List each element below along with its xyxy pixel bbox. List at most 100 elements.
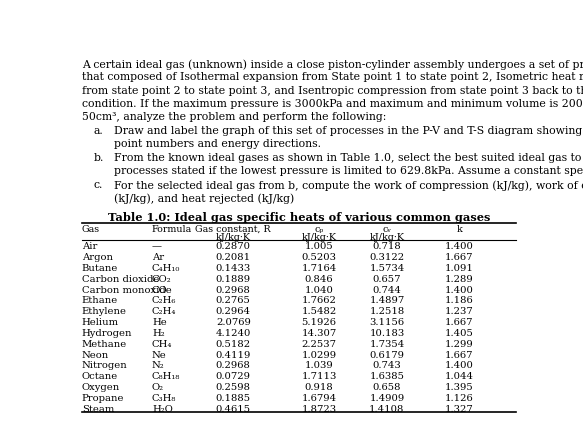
Text: CH₄: CH₄ (152, 340, 173, 349)
Text: 0.2968: 0.2968 (216, 286, 251, 295)
Text: 1.237: 1.237 (445, 307, 473, 316)
Text: 0.1889: 0.1889 (216, 275, 251, 284)
Text: C₈H₁₈: C₈H₁₈ (152, 372, 180, 381)
Text: Propane: Propane (82, 394, 124, 403)
Text: O₂: O₂ (152, 383, 164, 392)
Text: kJ/kg·K: kJ/kg·K (216, 233, 251, 242)
Text: 1.667: 1.667 (445, 253, 473, 262)
Text: 2.2537: 2.2537 (301, 340, 336, 349)
Text: condition. If the maximum pressure is 3000kPa and maximum and minimum volume is : condition. If the maximum pressure is 30… (82, 99, 583, 109)
Text: 0.918: 0.918 (305, 383, 333, 392)
Text: b.: b. (93, 153, 104, 163)
Text: 0.1433: 0.1433 (216, 264, 251, 273)
Text: 1.186: 1.186 (445, 296, 473, 305)
Text: Oxygen: Oxygen (82, 383, 120, 392)
Text: 1.044: 1.044 (445, 372, 473, 381)
Text: 2.0769: 2.0769 (216, 318, 251, 327)
Text: 0.743: 0.743 (373, 361, 401, 371)
Text: 0.5203: 0.5203 (301, 253, 336, 262)
Text: 1.7113: 1.7113 (301, 372, 337, 381)
Text: 0.1885: 0.1885 (216, 394, 251, 403)
Text: C₂H₄: C₂H₄ (152, 307, 176, 316)
Text: k: k (456, 225, 462, 233)
Text: 0.2870: 0.2870 (216, 242, 251, 251)
Text: 1.4897: 1.4897 (369, 296, 405, 305)
Text: a.: a. (93, 126, 103, 136)
Text: 1.400: 1.400 (445, 286, 473, 295)
Text: 1.6385: 1.6385 (370, 372, 405, 381)
Text: (kJ/kg), and heat rejected (kJ/kg): (kJ/kg), and heat rejected (kJ/kg) (114, 193, 294, 204)
Text: 1.327: 1.327 (445, 405, 473, 414)
Text: 0.658: 0.658 (373, 383, 401, 392)
Text: 1.400: 1.400 (445, 361, 473, 371)
Text: 0.4119: 0.4119 (216, 351, 251, 360)
Text: Nitrogen: Nitrogen (82, 361, 128, 371)
Text: Formula: Formula (152, 225, 192, 233)
Text: N₂: N₂ (152, 361, 164, 371)
Text: Neon: Neon (82, 351, 109, 360)
Text: From the known ideal gases as shown in Table 1.0, select the best suited ideal g: From the known ideal gases as shown in T… (114, 153, 583, 163)
Text: 0.0729: 0.0729 (216, 372, 251, 381)
Text: —: — (152, 242, 162, 251)
Text: 0.2765: 0.2765 (216, 296, 251, 305)
Text: 1.667: 1.667 (445, 318, 473, 327)
Text: 14.307: 14.307 (301, 329, 337, 338)
Text: 5.1926: 5.1926 (301, 318, 336, 327)
Text: 1.400: 1.400 (445, 242, 473, 251)
Text: 1.8723: 1.8723 (301, 405, 336, 414)
Text: 0.2081: 0.2081 (216, 253, 251, 262)
Text: C₂H₆: C₂H₆ (152, 296, 176, 305)
Text: 1.5734: 1.5734 (369, 264, 405, 273)
Text: 0.2964: 0.2964 (216, 307, 251, 316)
Text: H₂O: H₂O (152, 405, 173, 414)
Text: 1.299: 1.299 (445, 340, 473, 349)
Text: 0.5182: 0.5182 (216, 340, 251, 349)
Text: Carbon dioxide: Carbon dioxide (82, 275, 159, 284)
Text: cₚ: cₚ (314, 225, 324, 233)
Text: Gas constant, R: Gas constant, R (195, 225, 271, 233)
Text: from state point 2 to state point 3, and Isentropic compression from state point: from state point 2 to state point 3, and… (82, 86, 583, 95)
Text: kJ/kg·K: kJ/kg·K (370, 233, 405, 242)
Text: 0.3122: 0.3122 (370, 253, 405, 262)
Text: 1.667: 1.667 (445, 351, 473, 360)
Text: Argon: Argon (82, 253, 113, 262)
Text: A certain ideal gas (unknown) inside a close piston-cylinder assembly undergoes : A certain ideal gas (unknown) inside a c… (82, 59, 583, 70)
Text: C₄H₁₀: C₄H₁₀ (152, 264, 180, 273)
Text: 1.005: 1.005 (305, 242, 333, 251)
Text: Butane: Butane (82, 264, 118, 273)
Text: processes stated if the lowest pressure is limited to 629.8kPa. Assume a constan: processes stated if the lowest pressure … (114, 166, 583, 176)
Text: c.: c. (93, 180, 103, 190)
Text: Ar: Ar (152, 253, 164, 262)
Text: For the selected ideal gas from b, compute the work of compression (kJ/kg), work: For the selected ideal gas from b, compu… (114, 180, 583, 190)
Text: 1.7354: 1.7354 (369, 340, 405, 349)
Text: point numbers and energy directions.: point numbers and energy directions. (114, 139, 321, 150)
Text: 1.091: 1.091 (445, 264, 473, 273)
Text: Carbon monoxide: Carbon monoxide (82, 286, 171, 295)
Text: C₃H₈: C₃H₈ (152, 394, 176, 403)
Text: Draw and label the graph of this set of processes in the P-V and T-S diagram sho: Draw and label the graph of this set of … (114, 126, 583, 136)
Text: 1.6794: 1.6794 (301, 394, 336, 403)
Text: 0.846: 0.846 (305, 275, 333, 284)
Text: H₂: H₂ (152, 329, 164, 338)
Text: 50cm³, analyze the problem and perform the following:: 50cm³, analyze the problem and perform t… (82, 112, 387, 122)
Text: 3.1156: 3.1156 (370, 318, 405, 327)
Text: Steam: Steam (82, 405, 114, 414)
Text: 0.6179: 0.6179 (370, 351, 405, 360)
Text: 0.657: 0.657 (373, 275, 401, 284)
Text: Ethane: Ethane (82, 296, 118, 305)
Text: 1.4909: 1.4909 (369, 394, 405, 403)
Text: 1.040: 1.040 (305, 286, 333, 295)
Text: 1.4108: 1.4108 (369, 405, 405, 414)
Text: 0.744: 0.744 (373, 286, 401, 295)
Text: Gas: Gas (82, 225, 100, 233)
Text: 1.405: 1.405 (445, 329, 473, 338)
Text: 10.183: 10.183 (369, 329, 405, 338)
Text: 1.5482: 1.5482 (301, 307, 337, 316)
Text: Ne: Ne (152, 351, 167, 360)
Text: 1.7662: 1.7662 (301, 296, 336, 305)
Text: Table 1.0: Ideal gas specific heats of various common gases: Table 1.0: Ideal gas specific heats of v… (108, 212, 490, 223)
Text: kJ/kg·K: kJ/kg·K (301, 233, 336, 242)
Text: CO₂: CO₂ (152, 275, 172, 284)
Text: 1.0299: 1.0299 (301, 351, 336, 360)
Text: Ethylene: Ethylene (82, 307, 127, 316)
